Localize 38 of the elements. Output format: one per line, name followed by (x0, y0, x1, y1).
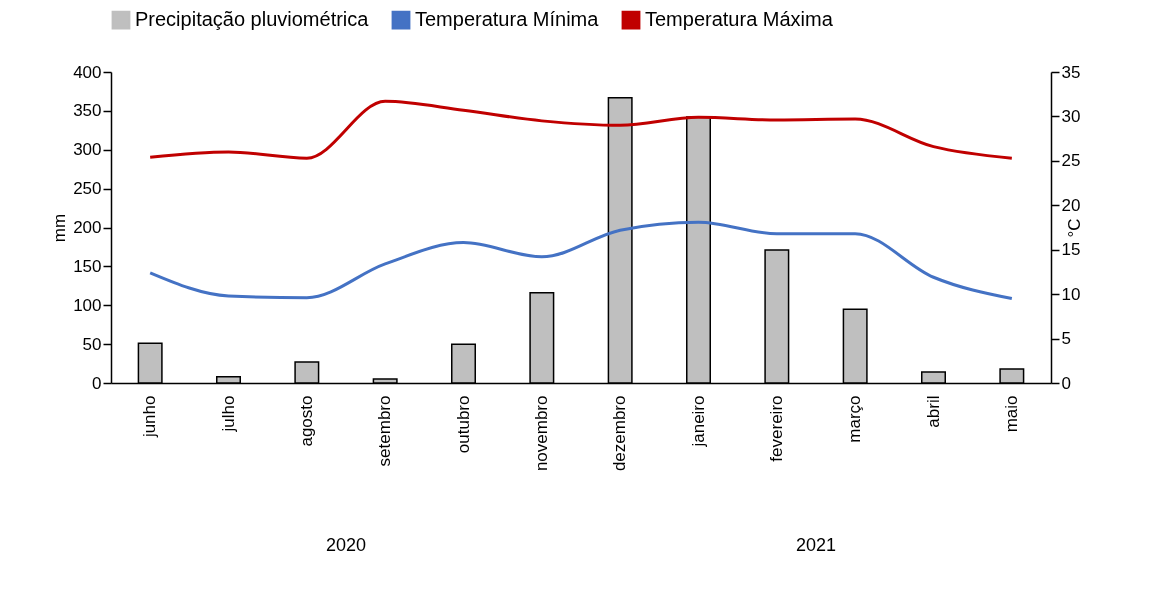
line-series (148, 220, 1014, 301)
x-tick-label: agosto (296, 395, 316, 447)
y-tick-label: 350 (73, 101, 102, 121)
line-series (148, 99, 1014, 160)
x-tick-label: julho (218, 395, 238, 433)
y-tick-label: 300 (73, 140, 102, 160)
y2-tick-label: 10 (1061, 284, 1081, 304)
y-axis-title: mm (50, 213, 70, 243)
y-tick-label: 50 (82, 334, 102, 354)
y2-tick-label: 15 (1061, 240, 1081, 260)
x-tick-label: junho (140, 395, 160, 439)
x-tick-label: maio (1001, 395, 1021, 433)
y-tick-label: 400 (73, 62, 102, 82)
y2-tick-label: 5 (1061, 329, 1071, 349)
y-tick-label: 100 (73, 295, 102, 315)
y-tick-label: 0 (92, 373, 102, 393)
legend-label: Precipitação pluviométrica (135, 8, 370, 31)
y2-tick-label: 30 (1061, 106, 1081, 126)
y2-tick-label: 20 (1061, 195, 1081, 215)
x-tick-label: setembro (375, 395, 395, 467)
x-tick-label: março (845, 395, 865, 443)
text: 2021 (795, 535, 837, 555)
text: 2020 (325, 535, 367, 555)
y-tick-label: 200 (73, 218, 102, 237)
y-tick-label: 150 (73, 256, 102, 276)
legend-label: Temperatura Mínima (415, 8, 600, 31)
x-tick-label: fevereiro (766, 395, 786, 462)
y-tick-label: 250 (73, 179, 102, 199)
y2-axis-title: °C (1065, 218, 1085, 238)
x-tick-label: janeiro (688, 395, 708, 448)
x-tick-label: outubro (453, 395, 473, 454)
y2-tick-label: 25 (1061, 151, 1081, 171)
x-tick-label: dezembro (610, 395, 630, 472)
x-tick-label: novembro (531, 395, 551, 472)
y2-tick-label: 0 (1061, 373, 1071, 393)
legend-label: Temperatura Máxima (645, 8, 834, 31)
x-tick-label: abril (923, 395, 943, 428)
y2-tick-label: 35 (1061, 62, 1081, 82)
